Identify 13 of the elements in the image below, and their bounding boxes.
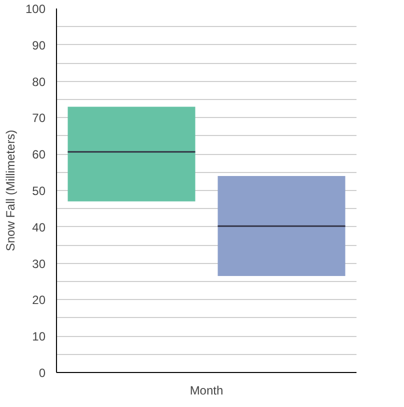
y-tick-label: 0 [38, 366, 46, 380]
x-axis-title: Month [190, 384, 224, 398]
y-tick-label: 10 [32, 330, 46, 344]
y-tick-label: 60 [32, 148, 46, 162]
y-tick-label: 40 [32, 220, 46, 234]
y-tick-label: 20 [32, 293, 46, 308]
y-tick-label: 30 [32, 256, 46, 271]
y-tick-label: 90 [32, 38, 46, 52]
y-tick-label: 80 [32, 74, 46, 89]
y-tick-label: 70 [32, 111, 46, 126]
y-axis-title: Snow Fall (Millimeters) [3, 130, 18, 252]
y-tick-label: 50 [32, 184, 46, 198]
y-tick-label: 100 [25, 2, 46, 16]
